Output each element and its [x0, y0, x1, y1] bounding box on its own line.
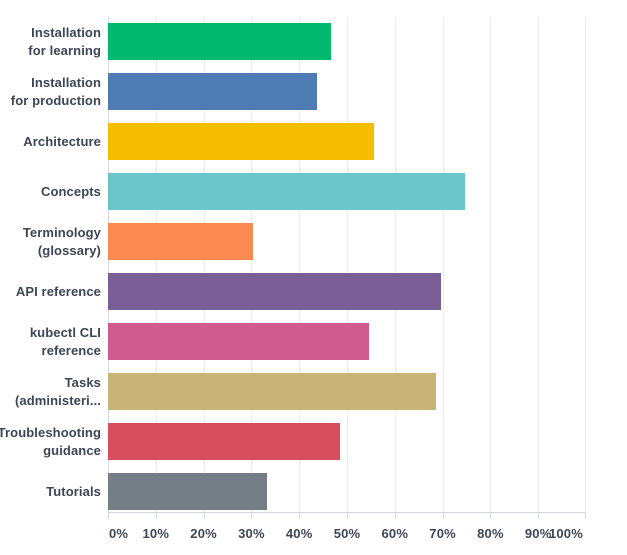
gridline-90%: [538, 17, 540, 512]
gridline-30%: [251, 17, 253, 512]
category-label-line: reference: [41, 342, 101, 358]
category-label-line: for learning: [28, 42, 101, 58]
x-tick: [108, 513, 109, 519]
category-label-line: API reference: [15, 283, 101, 299]
gridline-80%: [490, 17, 492, 512]
x-tick: [585, 513, 586, 519]
category-label: Troubleshooting guidance: [0, 423, 101, 460]
category-label-line: Installation: [31, 74, 101, 90]
category-label: Terminology (glossary): [0, 223, 101, 260]
x-axis: 0% 10% 20% 30% 40% 50% 60% 70% 80% 90% 100%: [0, 512, 627, 555]
plot-area: [108, 16, 586, 513]
x-tick-label: 90%: [524, 526, 552, 541]
gridline-0%: [108, 17, 109, 512]
category-label-line: guidance: [43, 442, 101, 458]
category-label-line: Tutorials: [46, 483, 101, 499]
category-label-line: Terminology: [22, 224, 101, 240]
category-label-line: Installation: [31, 24, 101, 40]
x-tick-label: 10%: [142, 526, 170, 541]
bar-tasks-administeri: [108, 373, 436, 410]
x-tick-label: 50%: [333, 526, 361, 541]
bar-tutorials: [108, 473, 268, 510]
gridline-50%: [347, 17, 348, 512]
y-axis-labels: Installation for learning Installation for …: [0, 16, 108, 512]
x-tick-label: 70%: [429, 526, 456, 541]
bar-installation-for-production: [108, 73, 317, 110]
gridline-10%: [155, 17, 157, 512]
gridline-60%: [394, 17, 396, 512]
gridline-20%: [203, 17, 205, 512]
bar-troubleshooting-guidance: [108, 423, 340, 460]
x-tick: [442, 513, 444, 519]
category-label-line: (administeri...: [14, 392, 101, 408]
x-tick-label: 30%: [238, 526, 265, 541]
category-label: Architecture: [0, 123, 101, 160]
x-tick-label: 20%: [190, 526, 217, 541]
bar-kubectl-cli-reference: [108, 323, 369, 360]
category-label-line: Architecture: [23, 133, 101, 149]
gridline-100%: [585, 17, 586, 512]
gridline-40%: [299, 17, 301, 512]
gridline-70%: [442, 17, 444, 512]
x-tick: [203, 513, 205, 519]
x-tick: [251, 513, 253, 519]
category-label-line: Troubleshooting: [0, 424, 101, 440]
category-label-line: kubectl CLI: [29, 324, 101, 340]
category-label-line: for production: [10, 92, 101, 108]
x-tick-label: 40%: [285, 526, 313, 541]
bar-installation-for-learning: [108, 23, 332, 60]
category-label: Concepts: [0, 173, 101, 210]
x-tick: [538, 513, 540, 519]
bar-architecture: [108, 123, 374, 160]
category-label: Installation for production: [0, 73, 101, 110]
x-tick: [299, 513, 301, 519]
category-label: Installation for learning: [0, 23, 101, 60]
bar-api-reference: [108, 273, 442, 310]
x-tick: [394, 513, 396, 519]
x-tick-label: 0%: [109, 526, 129, 541]
category-label: Tutorials: [0, 473, 101, 510]
category-label-line: Tasks: [64, 374, 101, 390]
bar-terminology-glossary: [108, 223, 253, 260]
x-tick-label: 60%: [381, 526, 409, 541]
category-label: kubectl CLI reference: [0, 323, 101, 360]
bar-concepts: [108, 173, 466, 210]
x-tick: [347, 513, 348, 519]
category-label: API reference: [0, 273, 101, 310]
x-tick-label: 80%: [477, 526, 504, 541]
category-label: Tasks (administeri...: [0, 373, 101, 410]
category-label-line: (glossary): [37, 242, 101, 258]
x-tick: [155, 513, 157, 519]
category-label-line: Concepts: [40, 183, 101, 199]
x-tick: [490, 513, 492, 519]
x-tick-label: 100%: [548, 526, 583, 541]
